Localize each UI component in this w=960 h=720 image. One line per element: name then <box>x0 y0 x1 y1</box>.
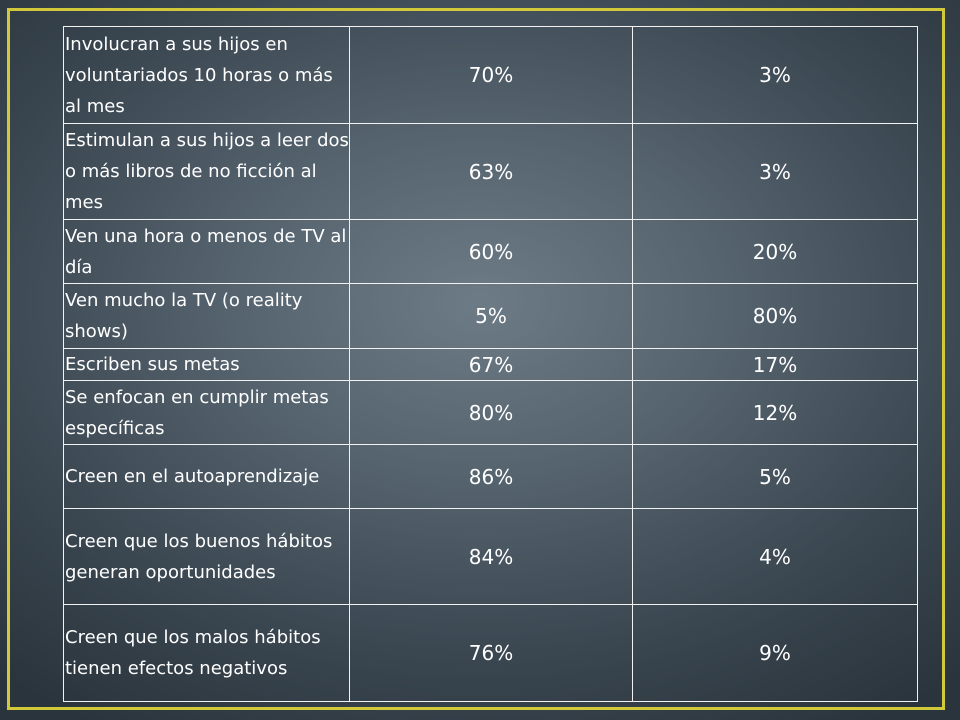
table-row: Creen que los malos hábitos tienen efect… <box>63 604 918 702</box>
slide-border <box>7 8 945 710</box>
row-label: Creen que los buenos hábitos generan opo… <box>63 508 350 605</box>
habits-table-container: Involucran a sus hijos en voluntariados … <box>63 26 918 702</box>
value-column-1: 86% <box>349 444 633 509</box>
value-column-1: 67% <box>349 348 633 381</box>
row-label: Involucran a sus hijos en voluntariados … <box>63 26 350 124</box>
value-column-2: 3% <box>632 123 918 220</box>
value-column-2: 3% <box>632 26 918 124</box>
value-column-1: 70% <box>349 26 633 124</box>
value-column-2: 80% <box>632 283 918 349</box>
value-column-2: 12% <box>632 380 918 445</box>
table-row: Ven una hora o menos de TV al día 60% 20… <box>63 219 918 284</box>
table-row: Creen en el autoaprendizaje 86% 5% <box>63 444 918 509</box>
value-column-2: 4% <box>632 508 918 605</box>
row-label: Creen en el autoaprendizaje <box>63 444 350 509</box>
value-column-1: 80% <box>349 380 633 445</box>
value-column-2: 17% <box>632 348 918 381</box>
value-column-2: 5% <box>632 444 918 509</box>
row-label: Estimulan a sus hijos a leer dos o más l… <box>63 123 350 220</box>
table-row: Escriben sus metas 67% 17% <box>63 348 918 381</box>
row-label: Creen que los malos hábitos tienen efect… <box>63 604 350 702</box>
row-label: Escriben sus metas <box>63 348 350 381</box>
row-label: Se enfocan en cumplir metas específicas <box>63 380 350 445</box>
value-column-1: 5% <box>349 283 633 349</box>
value-column-1: 60% <box>349 219 633 284</box>
value-column-2: 9% <box>632 604 918 702</box>
table-row: Involucran a sus hijos en voluntariados … <box>63 26 918 124</box>
value-column-1: 63% <box>349 123 633 220</box>
table-row: Estimulan a sus hijos a leer dos o más l… <box>63 123 918 220</box>
table-row: Creen que los buenos hábitos generan opo… <box>63 508 918 605</box>
row-label: Ven mucho la TV (o reality shows) <box>63 283 350 349</box>
table-row: Ven mucho la TV (o reality shows) 5% 80% <box>63 283 918 349</box>
table-row: Se enfocan en cumplir metas específicas … <box>63 380 918 445</box>
row-label: Ven una hora o menos de TV al día <box>63 219 350 284</box>
habits-table: Involucran a sus hijos en voluntariados … <box>63 26 918 702</box>
value-column-2: 20% <box>632 219 918 284</box>
value-column-1: 76% <box>349 604 633 702</box>
value-column-1: 84% <box>349 508 633 605</box>
